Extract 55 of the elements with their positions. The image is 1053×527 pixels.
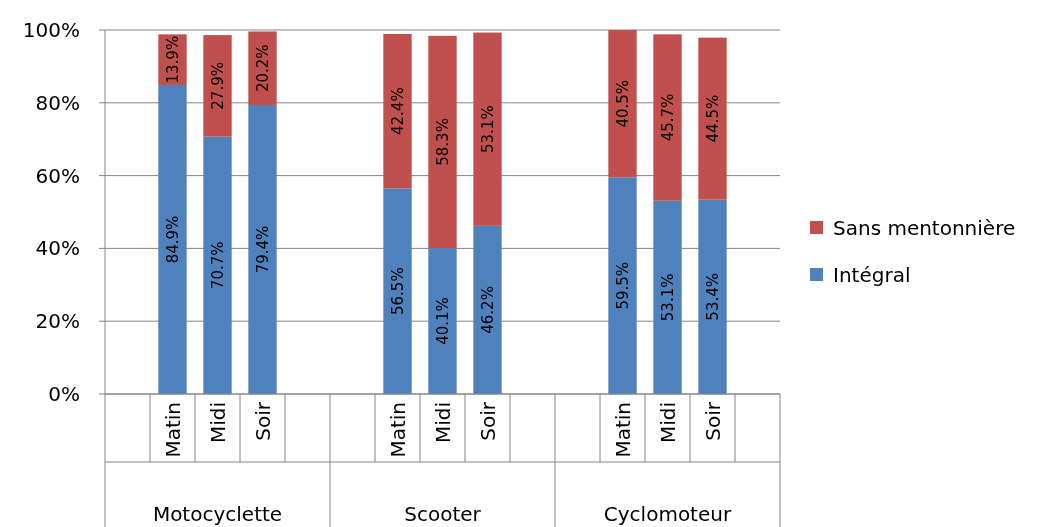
text: Cyclomoteur [603,502,732,526]
data-label: 53.1% [658,273,677,322]
data-label: 79.4% [253,225,272,274]
bar [203,35,232,137]
bar [653,34,682,201]
x-tick-label: Matin [610,402,635,458]
bar [248,104,277,394]
text: Motocyclette [152,502,283,526]
data-label: 13.9% [163,35,182,84]
data-label: 70.7% [208,241,227,290]
bar [653,200,682,394]
x-tick-label: Matin [160,402,185,458]
data-label: 40.1% [433,297,452,345]
x-tick-label: Midi [655,402,680,444]
bar [608,30,637,178]
legend-label: Sans mentonnière [833,216,1016,240]
bar [248,31,277,105]
data-label: 84.9% [163,215,182,264]
data-label: 40.5% [613,79,632,128]
data-label: 58.3% [433,118,452,166]
data-label: 59.5% [613,261,632,310]
bar [473,225,502,394]
x-tick-label: Midi [430,402,455,444]
bar [203,136,232,394]
y-tick-label: 20% [35,309,80,334]
x-tick-label: Soir [700,401,725,441]
data-label: 45.7% [658,93,677,142]
data-label: 20.2% [253,44,272,93]
y-tick-label: 100% [22,18,80,42]
x-tick-label: Soir [250,401,275,441]
y-tick-label: 60% [35,163,80,188]
data-label: 53.4% [703,272,722,321]
x-tick-label: Midi [205,402,230,444]
bar [428,35,457,249]
data-label: 46.2% [478,286,497,334]
data-label: 56.5% [388,267,407,315]
bar [608,177,637,394]
bar [383,34,412,189]
y-tick-label: 40% [35,236,80,261]
bar [698,37,727,200]
bar [473,32,502,226]
x-tick-label: Matin [385,402,410,458]
y-tick-label: 0% [48,382,80,406]
bar [158,84,187,394]
x-tick-label: Soir [475,401,500,441]
data-label: 27.9% [208,62,227,110]
data-label: 53.1% [478,105,497,154]
legend-label: Intégral [833,263,911,287]
text: Scooter [404,502,482,526]
y-tick-label: 80% [35,90,80,115]
bar [383,188,412,394]
data-label: 42.4% [388,87,407,135]
bar [428,248,457,394]
data-label: 44.5% [703,94,722,143]
bar [698,199,727,394]
